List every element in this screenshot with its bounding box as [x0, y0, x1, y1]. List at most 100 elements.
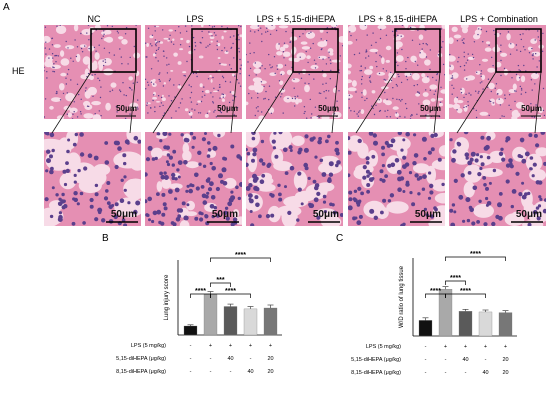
bar-2	[203, 294, 218, 336]
overview-tissue-image-5: 50μm	[449, 25, 546, 119]
overview-tissue-image-4: 50μm	[348, 25, 445, 119]
wd-ratio-chart: W/D ratio of lung tissue **** **** **** ****…	[290, 238, 530, 406]
treatment-value: 40	[227, 356, 233, 362]
treatment-row-label: 5,15-diHEPA (μg/kg)	[116, 356, 166, 362]
zoom-box	[191, 28, 238, 73]
group-label-815: LPS + 8,15-diHEPA	[358, 14, 438, 24]
connector-line	[355, 71, 396, 134]
treatment-value: +	[444, 344, 447, 350]
connector-line	[433, 71, 441, 134]
y-axis-label: Lung injury score	[164, 274, 170, 320]
treatment-value: -	[465, 370, 467, 376]
zoom-box	[394, 28, 441, 73]
bar-4	[478, 311, 493, 337]
panel-label-c: C	[336, 233, 344, 244]
treatment-value: -	[190, 369, 192, 375]
scale-bar-label: 50μm	[414, 209, 441, 220]
significance-bracket	[210, 293, 251, 298]
treatment-row-label: 8,15-diHEPA (μg/kg)	[351, 370, 401, 376]
significance-label: ****	[430, 288, 441, 295]
zoom-connector-lines	[51, 71, 542, 134]
significance-label: ****	[235, 252, 246, 259]
treatment-value: -	[210, 356, 212, 362]
bar-3	[458, 311, 473, 337]
bar-1	[183, 325, 198, 336]
connector-line	[51, 71, 92, 134]
connector-line	[253, 71, 294, 134]
group-label-515: LPS + 5,15-diHEPA	[256, 14, 336, 24]
group-label-combination: LPS + Combination	[460, 14, 538, 24]
scale-bar-label: 50μm	[211, 209, 238, 220]
treatment-value: -	[445, 357, 447, 363]
group-label-nc: NC	[87, 14, 101, 24]
zoom-box	[90, 28, 137, 73]
connector-line	[456, 71, 497, 134]
bar-5	[263, 307, 278, 336]
treatment-value: 20	[267, 356, 273, 362]
treatment-row-label: LPS (5 mg/kg)	[131, 343, 166, 349]
zoom-box	[495, 28, 542, 73]
scale-bar-label: 50μm	[312, 209, 339, 220]
scale-bar-label: 50μm	[420, 104, 441, 113]
significance-bracket	[210, 257, 271, 262]
treatment-value: +	[229, 343, 232, 349]
significance-bracket	[445, 256, 506, 261]
bar-2	[438, 289, 453, 337]
lung-injury-score-chart: Lung injury score **** *** **** **** LPS (5 m…	[60, 238, 290, 406]
treatment-value: 40	[462, 357, 468, 363]
significance-label: ****	[470, 251, 481, 258]
treatment-value: -	[190, 356, 192, 362]
overview-tissue-image-2: 50μm	[145, 25, 242, 119]
treatment-value: -	[425, 370, 427, 376]
treatment-row-label: LPS (5 mg/kg)	[366, 344, 401, 350]
connector-line	[331, 71, 339, 134]
treatment-value: 40	[247, 369, 253, 375]
treatment-row-label: 5,15-diHEPA (μg/kg)	[351, 357, 401, 363]
overview-tissue-image-1: 50μm	[44, 25, 141, 119]
zoom-box	[292, 28, 339, 73]
treatment-value: 40	[482, 370, 488, 376]
treatment-value: +	[269, 343, 272, 349]
scale-bar-label: 50μm	[521, 104, 542, 113]
treatment-row-label: 8,15-diHEPA (μg/kg)	[116, 369, 166, 375]
scale-bar-label: 50μm	[116, 104, 137, 113]
magnified-tissue-image-4: 50μm	[348, 132, 445, 226]
treatment-value: 20	[267, 369, 273, 375]
treatment-value: -	[425, 357, 427, 363]
significance-bracket	[445, 280, 466, 285]
overview-tissue-image-3: 50μm	[246, 25, 343, 119]
treatment-value: -	[445, 370, 447, 376]
row-label-he: HE	[12, 66, 25, 76]
significance-label: ****	[225, 288, 236, 295]
bar-5	[498, 312, 513, 337]
significance-bracket	[210, 282, 231, 287]
treatment-value: -	[485, 357, 487, 363]
scale-bar-label: 50μm	[217, 104, 238, 113]
treatment-value: +	[484, 344, 487, 350]
treatment-value: +	[209, 343, 212, 349]
y-axis-label: W/D ratio of lung tissue	[399, 265, 405, 328]
connector-line	[129, 71, 137, 134]
significance-label: ****	[195, 288, 206, 295]
treatment-value: -	[230, 369, 232, 375]
scale-bar-label: 50μm	[110, 209, 137, 220]
bar-4	[243, 308, 258, 336]
treatment-value: +	[504, 344, 507, 350]
magnified-tissue-image-5: 50μm	[449, 132, 546, 226]
group-label-lps: LPS	[186, 14, 204, 24]
scale-bar-label: 50μm	[318, 104, 339, 113]
significance-bracket	[445, 293, 486, 298]
panel-label-a: A	[3, 2, 10, 13]
magnified-tissue-image-2: 50μm	[145, 132, 242, 226]
treatment-value: -	[210, 369, 212, 375]
treatment-value: +	[249, 343, 252, 349]
treatment-value: -	[425, 344, 427, 350]
magnified-tissue-image-3: 50μm	[246, 132, 343, 226]
significance-label: ***	[216, 277, 224, 284]
treatment-value: +	[464, 344, 467, 350]
treatment-value: -	[250, 356, 252, 362]
bar-1	[418, 320, 433, 337]
connector-line	[152, 71, 193, 134]
significance-label: ****	[450, 275, 461, 282]
bar-3	[223, 306, 238, 336]
